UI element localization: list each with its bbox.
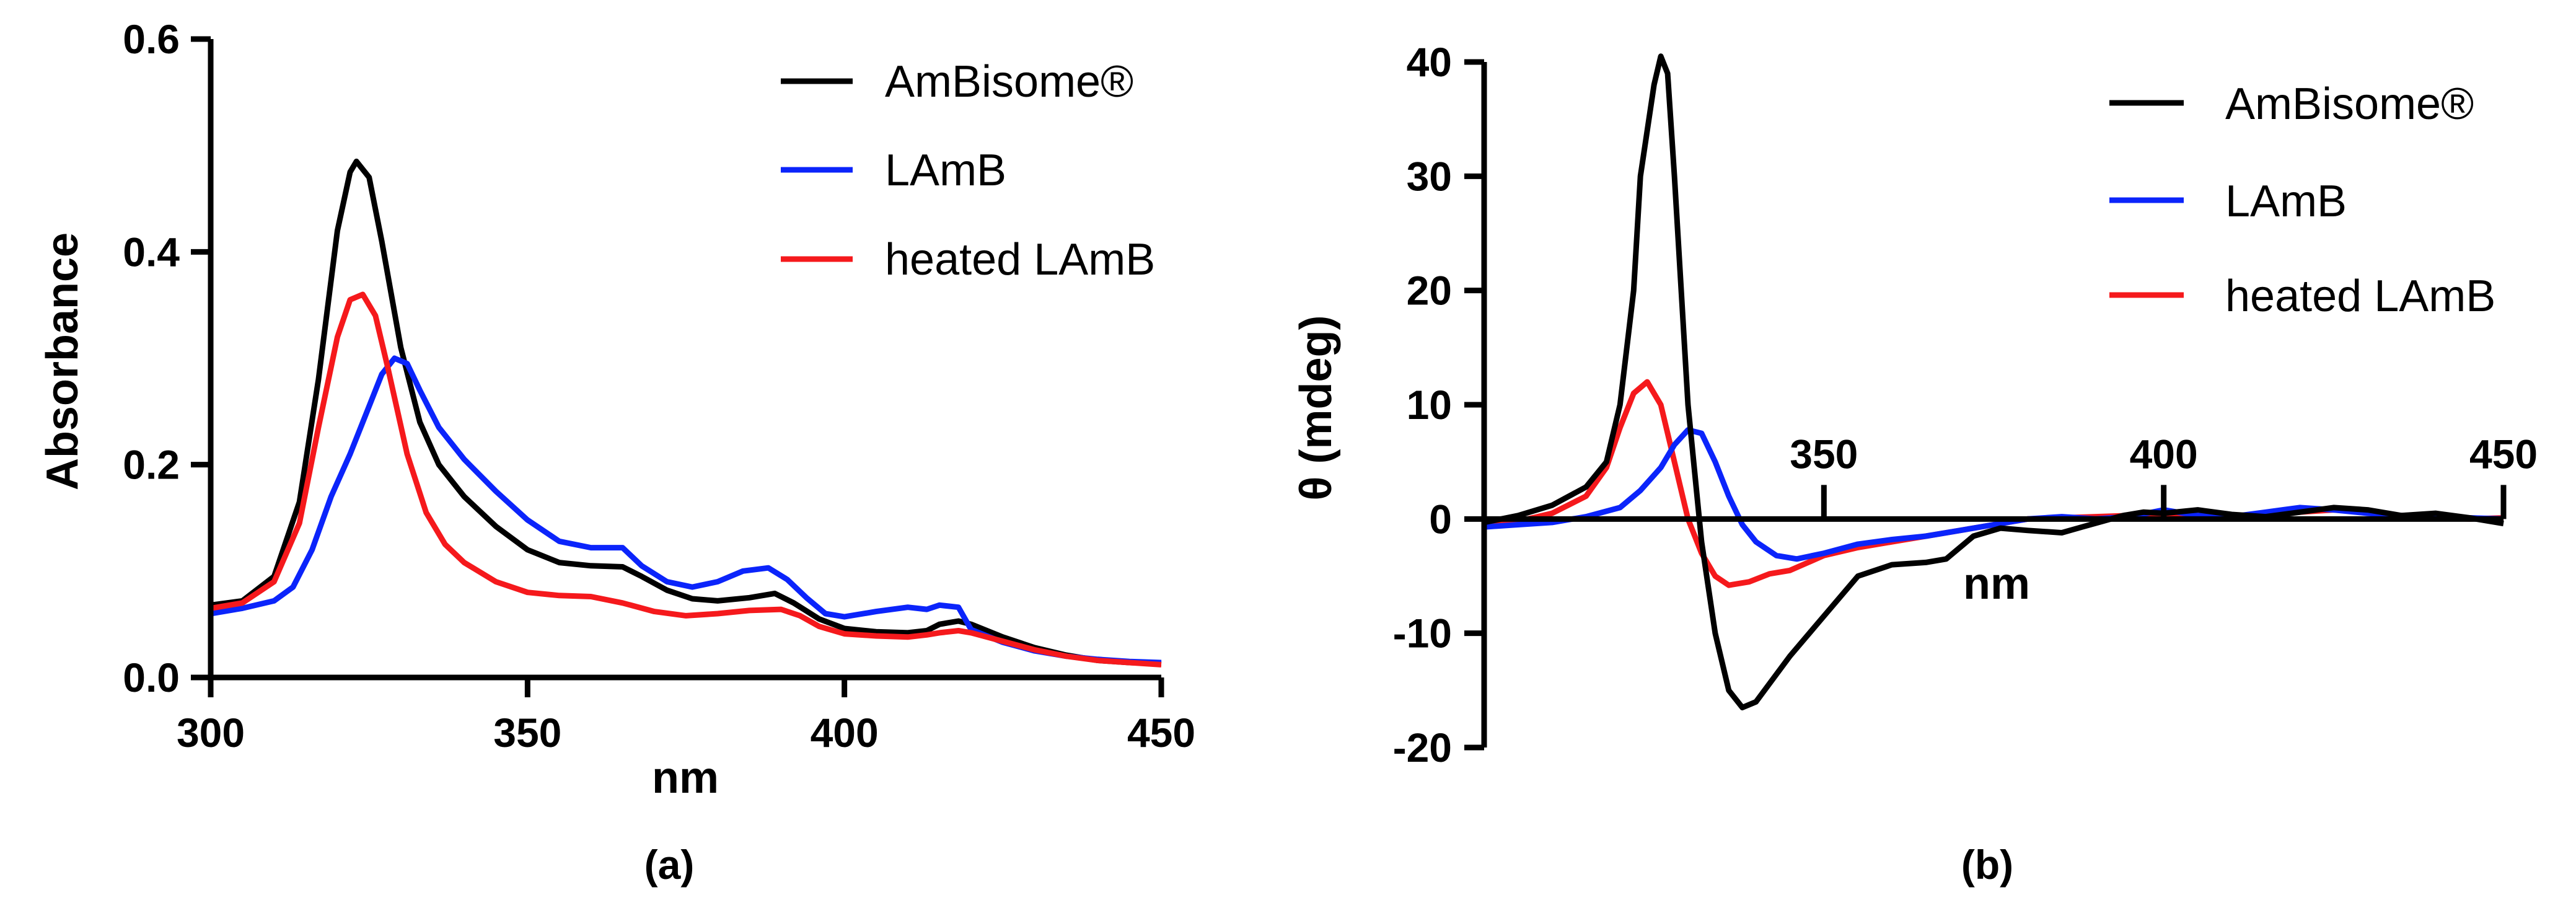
panel-a-axes: 0.0 0.2 0.4 0.6 300 350 400 450 — [123, 16, 1195, 756]
panel-b-series-line-ambisome — [1484, 53, 2504, 710]
panel-b-y-tick-label: 40 — [1407, 39, 1452, 85]
panel-a-legend-label-heated-lamb: heated LAmB — [885, 235, 1155, 284]
panel-b-series-line-heated-lamb — [1484, 379, 2504, 588]
panel-b-x-tick-label: 400 — [2130, 431, 2198, 477]
panel-b-x-tick-label: 450 — [2469, 431, 2538, 477]
panel-b-legend: AmBisome® LAmB heated LAmB — [2109, 79, 2495, 321]
panel-a-legend-item-heated-lamb: heated LAmB — [781, 235, 1155, 284]
panel-b-series-line-lamb — [1484, 427, 2504, 562]
panel-b-cd-chart: -20 -10 0 10 20 30 40 350 400 450 θ (mdeg) nm (b)… — [1291, 39, 2538, 888]
panel-a-legend-label-lamb: LAmB — [885, 146, 1006, 195]
panel-a-x-tick-label: 350 — [493, 710, 561, 756]
panel-a-y-tick-label: 0.6 — [123, 16, 180, 62]
panel-a-x-tick-label: 400 — [811, 710, 879, 756]
panel-a-legend-item-lamb: LAmB — [781, 146, 1006, 195]
panel-a-absorbance-chart: 0.0 0.2 0.4 0.6 300 350 400 450 Absorbance nm (… — [38, 16, 1195, 888]
panel-b-legend-item-lamb: LAmB — [2109, 177, 2347, 226]
panel-b-y-tick-label: 0 — [1429, 496, 1452, 542]
panel-b-legend-item-ambisome: AmBisome® — [2109, 79, 2474, 129]
panel-a-label: (a) — [644, 842, 695, 888]
panel-a-x-tick-label: 450 — [1127, 710, 1195, 756]
panel-a-series-line-lamb — [210, 355, 1162, 666]
panel-b-series-group — [1484, 53, 2504, 710]
panel-b-legend-label-ambisome: AmBisome® — [2225, 79, 2474, 129]
panel-a-legend-label-ambisome: AmBisome® — [885, 57, 1133, 107]
panel-a-legend-item-ambisome: AmBisome® — [781, 57, 1133, 107]
panel-b-y-axis-title: θ (mdeg) — [1291, 315, 1341, 501]
panel-b-legend-label-lamb: LAmB — [2225, 177, 2347, 226]
panel-b-legend-item-heated-lamb: heated LAmB — [2109, 271, 2495, 321]
panel-b-y-tick-label: 20 — [1407, 268, 1452, 314]
panel-a-x-tick-label: 300 — [177, 710, 245, 756]
panel-a-y-tick-label: 0.4 — [123, 229, 180, 275]
panel-b-y-tick-label: 30 — [1407, 153, 1452, 199]
panel-b-x-tick-label: 350 — [1790, 431, 1858, 477]
panel-b-y-tick-label: -10 — [1393, 611, 1452, 656]
panel-a-series-line-heated-lamb — [210, 291, 1162, 668]
panel-a-y-axis-title: Absorbance — [38, 232, 87, 490]
panel-b-y-tick-label: -20 — [1393, 725, 1452, 770]
panel-a-legend: AmBisome® LAmB heated LAmB — [781, 57, 1155, 284]
panel-a-series-group — [210, 158, 1162, 668]
panel-a-y-tick-label: 0.2 — [123, 442, 180, 488]
panel-b-x-axis-title: nm — [1963, 559, 2030, 609]
panel-a-y-tick-label: 0.0 — [123, 655, 180, 700]
panel-b-legend-label-heated-lamb: heated LAmB — [2225, 271, 2495, 321]
panel-b-axes: -20 -10 0 10 20 30 40 350 400 450 — [1393, 39, 2538, 770]
panel-a-x-axis-title: nm — [652, 753, 719, 803]
panel-b-y-tick-label: 10 — [1407, 382, 1452, 428]
panel-b-label: (b) — [1961, 842, 2013, 888]
